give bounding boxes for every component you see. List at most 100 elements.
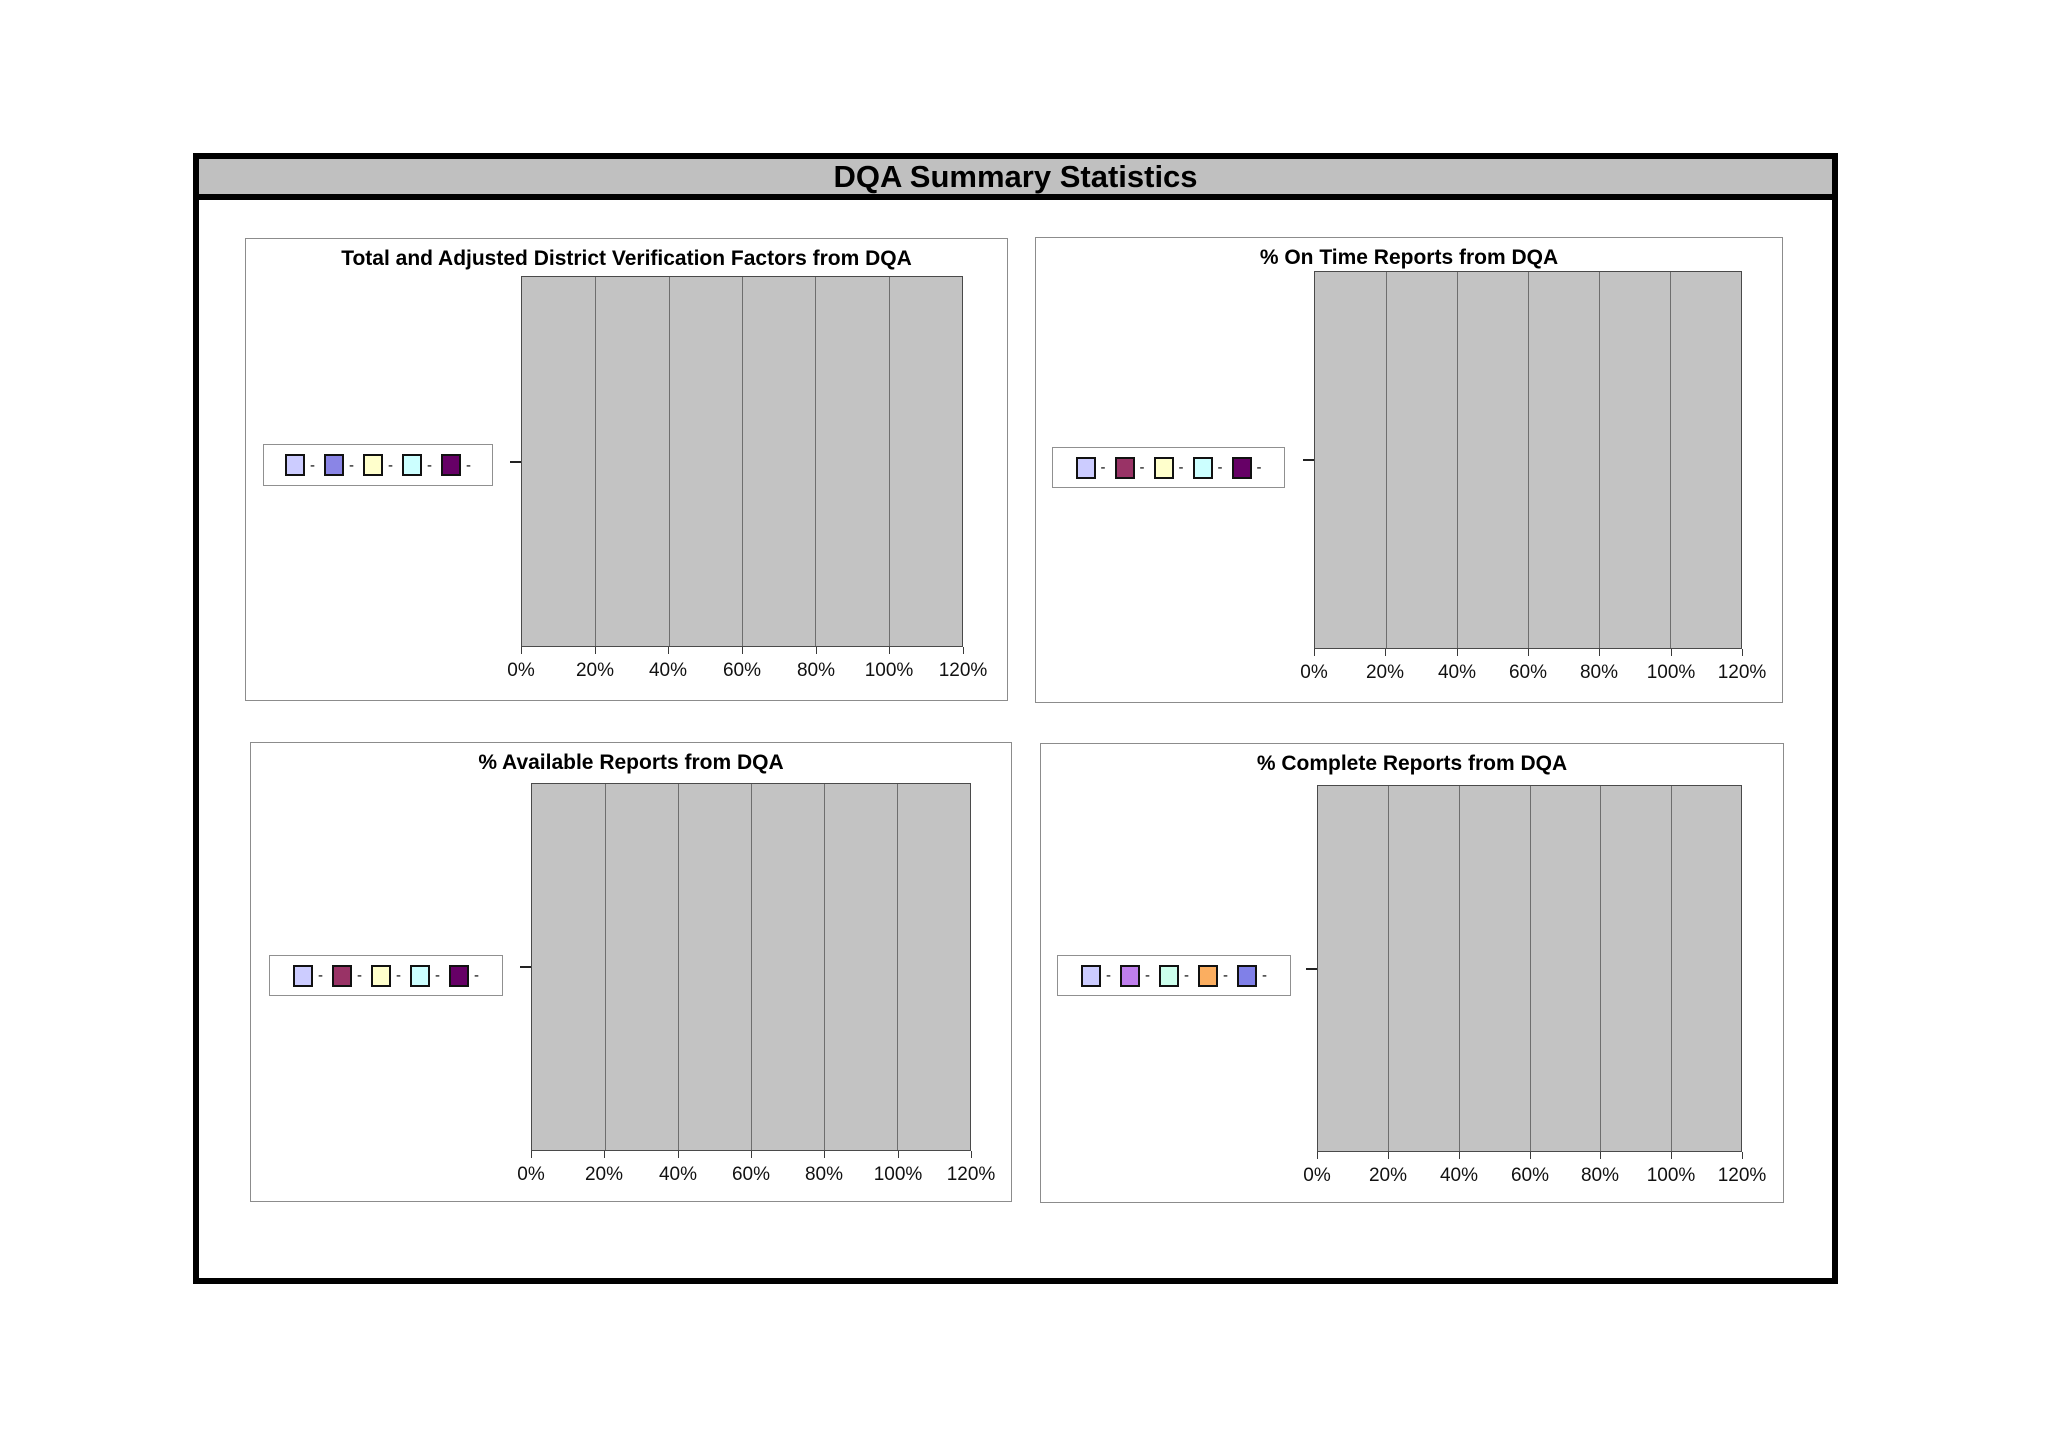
legend-swatch xyxy=(1120,964,1140,987)
legend-label: - xyxy=(1139,459,1145,476)
report-frame: DQA Summary Statistics Total and Adjuste… xyxy=(193,153,1838,1284)
x-axis-label: 100% xyxy=(873,1164,923,1185)
x-axis-label: 80% xyxy=(1580,1165,1620,1186)
gridline xyxy=(1670,786,1672,1151)
legend-label: - xyxy=(435,967,440,984)
x-axis-tick xyxy=(595,647,596,654)
legend-label: - xyxy=(388,456,393,474)
legend-label: - xyxy=(357,967,362,984)
legend-swatch xyxy=(1237,964,1257,987)
x-axis-tick xyxy=(1671,1152,1672,1159)
x-axis-label: 40% xyxy=(1437,662,1477,683)
legend-entry: - xyxy=(402,454,432,476)
legend-entry: - xyxy=(410,964,440,987)
legend-entry: - xyxy=(1153,456,1184,479)
legend-entry: - xyxy=(363,454,393,476)
x-axis-label: 60% xyxy=(731,1164,771,1185)
legend-entry: - xyxy=(1120,964,1150,987)
x-axis-label: 0% xyxy=(507,660,535,681)
legend-entry: - xyxy=(1231,456,1262,479)
x-axis-label: 100% xyxy=(864,660,914,681)
legend-label: - xyxy=(396,967,401,984)
legend-swatch xyxy=(449,964,469,987)
gridline xyxy=(823,784,825,1150)
x-axis-tick xyxy=(1314,649,1315,656)
plot-area xyxy=(1314,271,1742,649)
chart-panel: % On Time Reports from DQA - - - - - 0% 20% 40… xyxy=(1035,237,1783,703)
legend-entry: - xyxy=(441,454,471,476)
x-axis-tick xyxy=(1388,1152,1389,1159)
legend-swatch xyxy=(371,964,391,987)
gridline xyxy=(888,277,890,646)
gridline xyxy=(1598,272,1600,648)
x-axis-label: 80% xyxy=(804,1164,844,1185)
x-axis-label: 20% xyxy=(575,660,615,681)
chart-title: Total and Adjusted District Verification… xyxy=(341,247,912,270)
x-axis-label: 120% xyxy=(946,1164,996,1185)
x-axis-label: 0% xyxy=(1303,1165,1331,1186)
gridline xyxy=(1528,272,1529,648)
x-axis-label: 40% xyxy=(658,1164,698,1185)
legend-swatch xyxy=(441,454,461,476)
x-axis-tick xyxy=(1530,1152,1531,1159)
report-title: DQA Summary Statistics xyxy=(833,159,1198,194)
x-axis-tick xyxy=(824,1151,825,1158)
x-axis-tick xyxy=(1742,649,1743,656)
legend-swatch xyxy=(1159,964,1179,987)
x-axis-tick xyxy=(1742,1152,1743,1159)
legend-swatch xyxy=(1075,456,1096,479)
legend-label: - xyxy=(1145,967,1150,984)
legend-swatch xyxy=(402,454,422,476)
x-axis-label: 80% xyxy=(1579,662,1619,683)
x-axis-label: 80% xyxy=(796,660,836,681)
x-axis-label: 120% xyxy=(938,660,988,681)
legend-swatch xyxy=(363,454,383,476)
chart-panel: Total and Adjusted District Verification… xyxy=(245,238,1008,701)
legend-swatch xyxy=(1081,964,1101,987)
x-axis-tick xyxy=(1671,649,1672,656)
chart-panel: % Available Reports from DQA - - - - - 0% 20%… xyxy=(250,742,1012,1202)
gridline xyxy=(1529,786,1531,1151)
legend-label: - xyxy=(318,967,323,984)
x-axis-label: 120% xyxy=(1717,1165,1767,1186)
x-axis-label: 100% xyxy=(1646,1165,1696,1186)
legend: ----- xyxy=(1057,955,1291,996)
gridline xyxy=(1599,786,1601,1151)
legend-label: - xyxy=(349,456,354,474)
chart-title: % On Time Reports from DQA xyxy=(1259,246,1559,269)
legend-entry: - xyxy=(1159,964,1189,987)
legend-swatch xyxy=(285,454,305,476)
gridline xyxy=(677,784,679,1150)
legend-entry: - xyxy=(285,454,315,476)
x-axis-tick xyxy=(1600,1152,1601,1159)
legend-swatch xyxy=(293,964,313,987)
plot-area xyxy=(521,276,963,647)
x-axis-tick xyxy=(1457,649,1458,656)
x-axis-tick xyxy=(521,647,522,654)
legend-entry: - xyxy=(1237,964,1267,987)
legend-label: - xyxy=(1217,459,1223,476)
gridline xyxy=(742,277,743,646)
legend-entry: - xyxy=(1075,456,1106,479)
x-axis-tick xyxy=(971,1151,972,1158)
legend-entry: - xyxy=(1198,964,1228,987)
report-title-bar: DQA Summary Statistics xyxy=(199,159,1832,200)
legend-label: - xyxy=(1262,967,1267,984)
gridline xyxy=(815,277,817,646)
x-axis-label: 60% xyxy=(1508,662,1548,683)
category-axis-tick xyxy=(520,966,531,968)
x-axis-label: 20% xyxy=(1365,662,1405,683)
legend: ----- xyxy=(263,444,493,486)
gridline xyxy=(668,277,670,646)
x-axis-tick xyxy=(816,647,817,654)
plot-area xyxy=(1317,785,1742,1152)
legend-entry: - xyxy=(1081,964,1111,987)
gridline xyxy=(1456,272,1458,648)
x-axis-label: 20% xyxy=(1368,1165,1408,1186)
legend-swatch xyxy=(1231,456,1252,479)
legend-swatch xyxy=(324,454,344,476)
legend-entry: - xyxy=(1192,456,1223,479)
legend-swatch xyxy=(1153,456,1174,479)
legend-swatch xyxy=(1114,456,1135,479)
